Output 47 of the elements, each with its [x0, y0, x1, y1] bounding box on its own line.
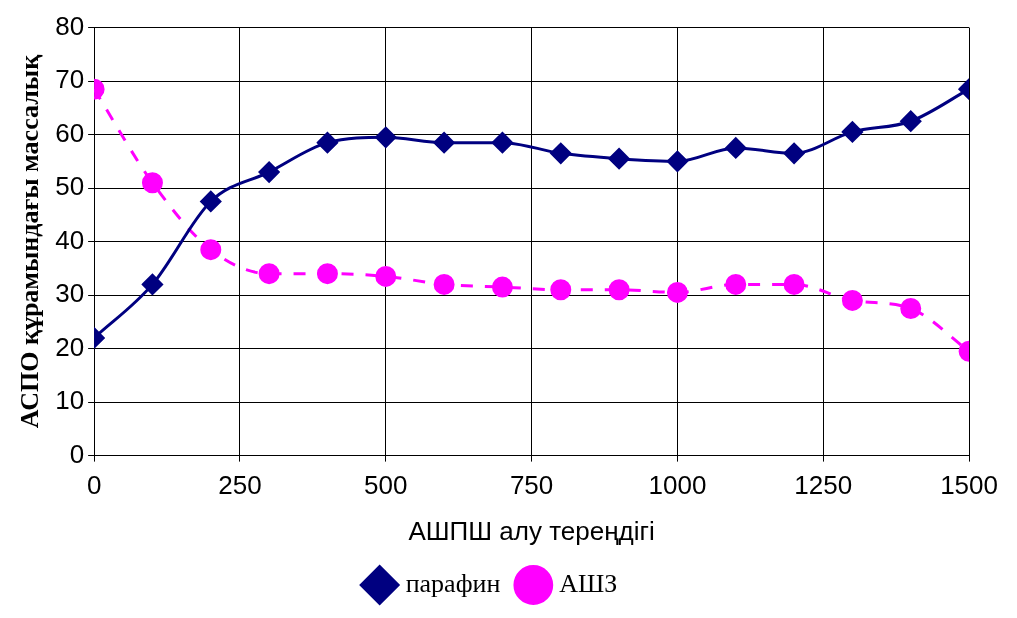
point	[375, 126, 397, 148]
y-tick-label: 60	[55, 117, 85, 148]
point	[841, 121, 863, 143]
legend-label: АШЗ	[559, 568, 618, 598]
point	[316, 263, 338, 285]
point	[608, 148, 630, 170]
x-tick-label: 750	[509, 470, 554, 501]
point	[725, 137, 747, 159]
x-tick-label: 1500	[940, 470, 998, 501]
point	[258, 263, 280, 285]
point	[550, 142, 572, 164]
y-tick-label: 20	[55, 331, 85, 362]
point	[200, 239, 222, 261]
y-tick-label: 40	[55, 224, 85, 255]
point	[841, 289, 863, 311]
point	[666, 281, 688, 303]
point	[900, 297, 922, 319]
y-tick-label: 50	[55, 171, 85, 202]
point	[433, 273, 455, 295]
point	[491, 276, 513, 298]
point	[783, 142, 805, 164]
y-tick-label: 10	[55, 385, 85, 416]
x-axis-title: АШПШ алу тереңдігі	[408, 515, 655, 546]
x-tick-label: 1250	[794, 470, 853, 501]
x-tick-label: 500	[364, 470, 408, 501]
y-tick-label: 0	[69, 438, 85, 469]
x-tick-label: 1000	[648, 470, 707, 501]
point	[608, 279, 630, 301]
point	[783, 273, 805, 295]
point	[491, 132, 513, 154]
point	[141, 172, 163, 194]
x-tick-label: 250	[218, 470, 262, 501]
point	[725, 273, 747, 295]
point	[900, 110, 922, 132]
point	[316, 132, 338, 154]
point	[200, 190, 222, 212]
point	[258, 161, 280, 183]
point	[666, 150, 688, 172]
point	[375, 265, 397, 287]
y-axis-title: АСПО құрамындағы массалық	[15, 54, 45, 429]
legend-label: парафин	[405, 568, 501, 598]
y-tick-label: 70	[55, 64, 85, 95]
y-tick-label: 30	[55, 278, 85, 309]
y-tick-label: 80	[55, 10, 85, 41]
point	[550, 279, 572, 301]
point	[433, 132, 455, 154]
point	[141, 273, 163, 295]
